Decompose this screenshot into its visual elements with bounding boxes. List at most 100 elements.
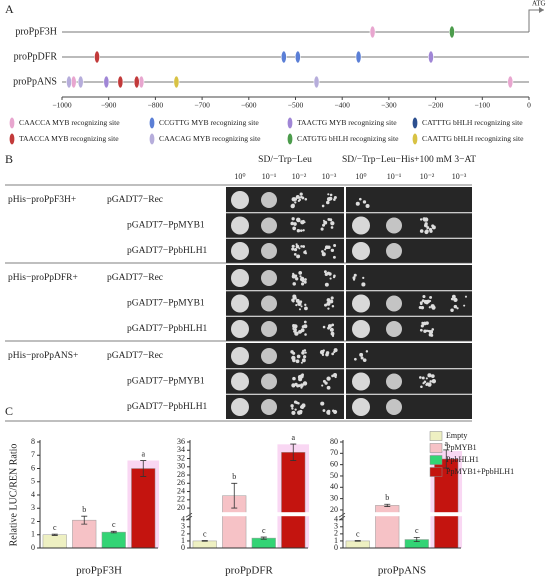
colony-dot bbox=[302, 229, 305, 232]
legend-label: PpMYB1 bbox=[446, 443, 477, 452]
colony-spot bbox=[352, 216, 370, 235]
colony-dot bbox=[293, 400, 298, 404]
x-tick-label: −800 bbox=[148, 101, 164, 110]
colony-dot bbox=[329, 193, 333, 197]
colony-dot bbox=[325, 200, 330, 205]
colony-dot bbox=[301, 351, 305, 355]
y-tick-label: 0 bbox=[31, 543, 35, 552]
bar bbox=[131, 468, 156, 549]
y-tick-label: 26 bbox=[177, 478, 185, 487]
colony-dot bbox=[429, 295, 433, 299]
site-mark bbox=[449, 25, 455, 39]
colony-dot bbox=[294, 408, 297, 411]
colony-dot bbox=[298, 196, 301, 199]
colony-dot bbox=[451, 294, 456, 299]
colony-dot bbox=[293, 252, 297, 256]
error-bar bbox=[290, 443, 297, 461]
legend-swatch bbox=[429, 443, 443, 453]
colony-dot bbox=[304, 197, 308, 201]
colony-dot bbox=[326, 385, 331, 390]
colony-dot bbox=[300, 383, 304, 388]
dilution-label: 10⁻³ bbox=[322, 172, 337, 181]
error-bar bbox=[260, 536, 267, 540]
x-tick-label: −500 bbox=[288, 101, 304, 110]
colony-dot bbox=[300, 245, 303, 248]
x-tick-label: −700 bbox=[194, 101, 210, 110]
colony-dot bbox=[354, 357, 357, 361]
site-mark bbox=[77, 75, 84, 89]
error-bar bbox=[110, 530, 117, 534]
colony-dot bbox=[359, 352, 364, 357]
colony-dot bbox=[427, 373, 432, 378]
x-tick-label: 0 bbox=[527, 101, 531, 110]
legend-swatch bbox=[287, 117, 293, 129]
site-mark bbox=[117, 75, 124, 89]
legend-label: CATGTG bHLH recognizing site bbox=[297, 134, 399, 143]
colony-dot bbox=[420, 305, 425, 310]
site-mark bbox=[280, 50, 287, 64]
colony-dot bbox=[428, 332, 433, 337]
colony-dot bbox=[295, 244, 300, 249]
bait-label: pHis−proPpDFR+ bbox=[8, 273, 78, 283]
bar bbox=[281, 452, 306, 549]
y-axis-label: Relative LUC/REN Ratio bbox=[8, 444, 19, 547]
colony-dot bbox=[425, 377, 428, 380]
colony-dot bbox=[293, 324, 298, 329]
colony-dot bbox=[328, 272, 332, 276]
colony-dot bbox=[323, 270, 327, 274]
colony-dot bbox=[419, 218, 423, 221]
colony-spot bbox=[261, 295, 277, 312]
legend-swatch bbox=[149, 133, 155, 145]
colony-dot bbox=[330, 221, 335, 226]
colony-dot bbox=[329, 299, 334, 304]
colony-dot bbox=[304, 306, 308, 311]
colony-dot bbox=[464, 295, 468, 298]
colony-spot bbox=[231, 398, 249, 416]
colony-dot bbox=[431, 379, 437, 384]
site-mark bbox=[94, 50, 100, 64]
colony-dot bbox=[330, 296, 334, 300]
colony-dot bbox=[304, 303, 307, 307]
colony-dot bbox=[302, 381, 308, 386]
colony-spot bbox=[386, 373, 402, 390]
y-tick-label: 22 bbox=[177, 495, 185, 504]
colony-dot bbox=[324, 282, 329, 287]
colony-dot bbox=[300, 361, 303, 364]
colony-spot bbox=[352, 294, 370, 313]
prey-label: pGADT7−PpMYB1 bbox=[127, 221, 205, 231]
panel-label: B bbox=[5, 152, 13, 166]
legend-label: Empty bbox=[446, 431, 467, 440]
prey-label: pGADT7−PpMYB1 bbox=[127, 299, 205, 309]
colony-spot bbox=[352, 372, 370, 391]
colony-dot bbox=[299, 229, 303, 232]
colony-dot bbox=[292, 351, 296, 355]
colony-dot bbox=[431, 328, 435, 331]
site-mark bbox=[103, 75, 110, 89]
colony-dot bbox=[358, 197, 362, 201]
colony-dot bbox=[298, 330, 302, 334]
colony-dot bbox=[322, 223, 326, 227]
legend-label: CAATTG bHLH recognizing site bbox=[422, 134, 524, 143]
colony-dot bbox=[365, 203, 370, 209]
prey-label: pGADT7−Rec bbox=[107, 351, 163, 361]
y-tick-label: 2 bbox=[334, 529, 338, 538]
colony-dot bbox=[304, 333, 307, 336]
colony-dot bbox=[362, 276, 365, 279]
significance-label: a bbox=[141, 449, 145, 458]
error-bar bbox=[413, 537, 420, 543]
colony-spot bbox=[231, 242, 249, 260]
colony-dot bbox=[298, 270, 303, 275]
error-bar bbox=[201, 540, 208, 542]
legend-label: PpMYB1+PpbHLH1 bbox=[446, 467, 514, 476]
colony-dot bbox=[295, 243, 298, 246]
colony-dot bbox=[430, 304, 435, 309]
colony-dot bbox=[332, 409, 335, 413]
site-mark bbox=[369, 25, 376, 39]
colony-dot bbox=[360, 356, 364, 360]
legend-label: CATTTG bHLH recognizing site bbox=[422, 118, 523, 127]
colony-dot bbox=[330, 248, 335, 253]
colony-dot bbox=[423, 217, 429, 222]
error-bar bbox=[354, 540, 361, 542]
error-bar bbox=[140, 460, 147, 477]
